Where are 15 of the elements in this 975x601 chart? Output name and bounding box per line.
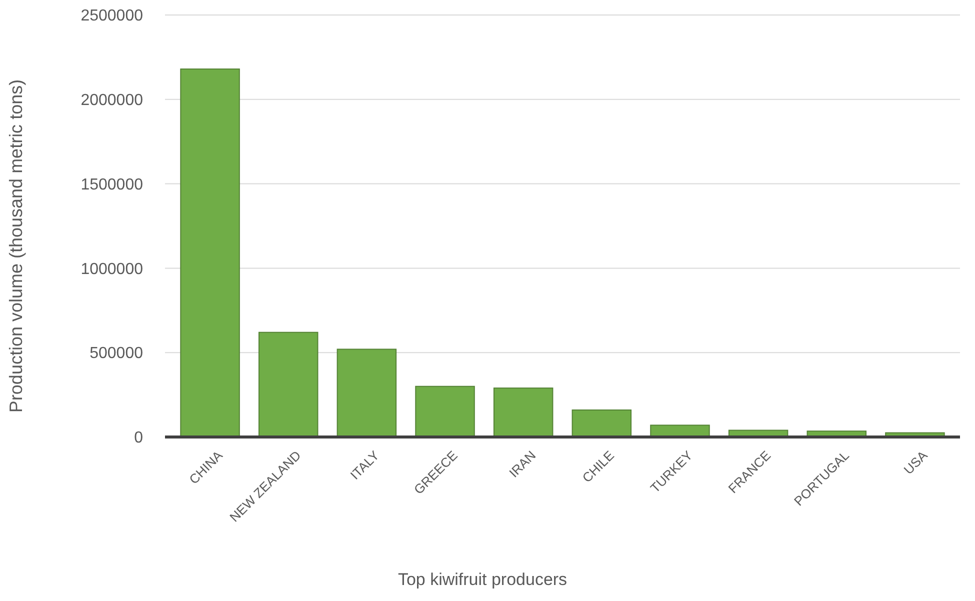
y-tick-label: 1500000 — [80, 176, 144, 194]
y-tick-label: 0 — [134, 430, 144, 447]
y-axis-title: Production volume (thousand metric tons) — [6, 79, 26, 413]
y-tick-label: 500000 — [90, 345, 144, 362]
bar — [180, 68, 240, 438]
x-axis-title: Top kiwifruit producers — [398, 570, 568, 589]
bar — [572, 409, 632, 438]
bar — [336, 348, 397, 438]
bar — [415, 386, 475, 438]
x-tick-label: USA — [900, 448, 931, 478]
y-tick-label: 1000000 — [80, 260, 144, 278]
y-tick-label: 2000000 — [80, 92, 144, 109]
y-tick-label: 2500000 — [80, 8, 144, 25]
bar — [493, 388, 554, 438]
bar — [258, 332, 318, 438]
